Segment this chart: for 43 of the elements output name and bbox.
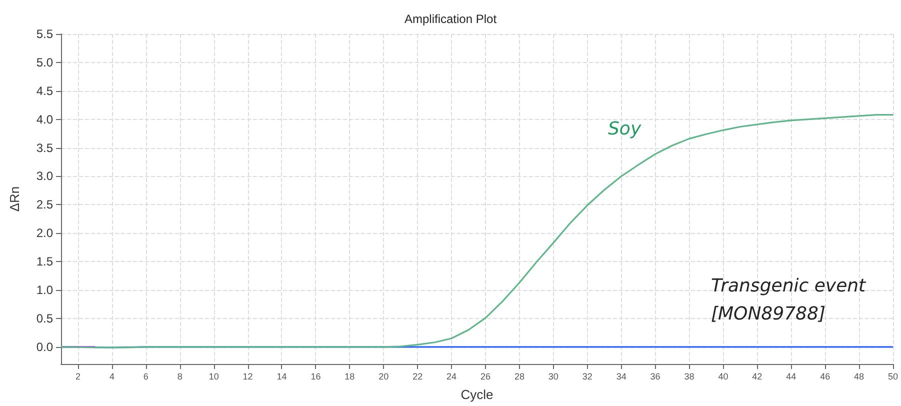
annotation: Soy: [608, 118, 642, 140]
y-tick-label: 1.0: [36, 283, 54, 298]
y-tick-label: 2.5: [36, 198, 54, 212]
x-axis-title: Cycle: [460, 387, 494, 402]
y-tick-label: 0.0: [36, 340, 54, 354]
line-series: [60, 114, 894, 348]
y-tick-label: 2.0: [36, 226, 54, 240]
x-tick-label: 44: [786, 372, 796, 382]
x-tick-label: 38: [684, 372, 694, 382]
y-tick-label: 4.0: [36, 112, 54, 126]
x-tick-label: 34: [616, 372, 626, 382]
x-tick-label: 30: [548, 372, 558, 382]
x-tick-label: 20: [378, 372, 389, 382]
x-tick-label: 2: [75, 372, 80, 382]
y-tick-label: 4.5: [36, 84, 54, 98]
y-tick-label: 5.0: [36, 55, 54, 70]
x-tick-label: 40: [718, 372, 728, 382]
x-tick-label: 36: [650, 372, 660, 382]
x-tick-label: 10: [208, 372, 219, 382]
x-tick-label: 48: [854, 372, 864, 382]
y-axis-title: ΔRn: [7, 186, 22, 212]
y-tick-label: 0.5: [36, 311, 54, 326]
annotation: Transgenic event [MON89788]: [711, 276, 872, 324]
x-tick-label: 32: [582, 372, 592, 382]
x-tick-label: 4: [109, 372, 114, 382]
y-tick-label: 3.5: [36, 140, 54, 155]
x-tick-label: 24: [446, 372, 457, 382]
chart-title: Amplification Plot: [404, 12, 498, 26]
x-tick-label: 12: [242, 372, 253, 382]
y-tick-label: 1.5: [36, 254, 54, 269]
x-tick-label: 42: [752, 372, 762, 382]
x-tick-label: 18: [344, 372, 355, 382]
y-tick-label: 5.5: [36, 27, 54, 41]
x-tick-label: 28: [514, 372, 524, 382]
x-tick-label: 6: [143, 372, 148, 382]
x-tick-label: 46: [820, 372, 830, 382]
x-tick-label: 22: [412, 372, 423, 382]
x-tick-label: 16: [310, 372, 321, 382]
x-tick-label: 8: [177, 372, 182, 382]
x-tick-label: 50: [888, 372, 898, 382]
x-tick-label: 14: [276, 372, 287, 382]
y-tick-label: 3.0: [36, 169, 54, 184]
x-tick-label: 26: [480, 372, 490, 382]
